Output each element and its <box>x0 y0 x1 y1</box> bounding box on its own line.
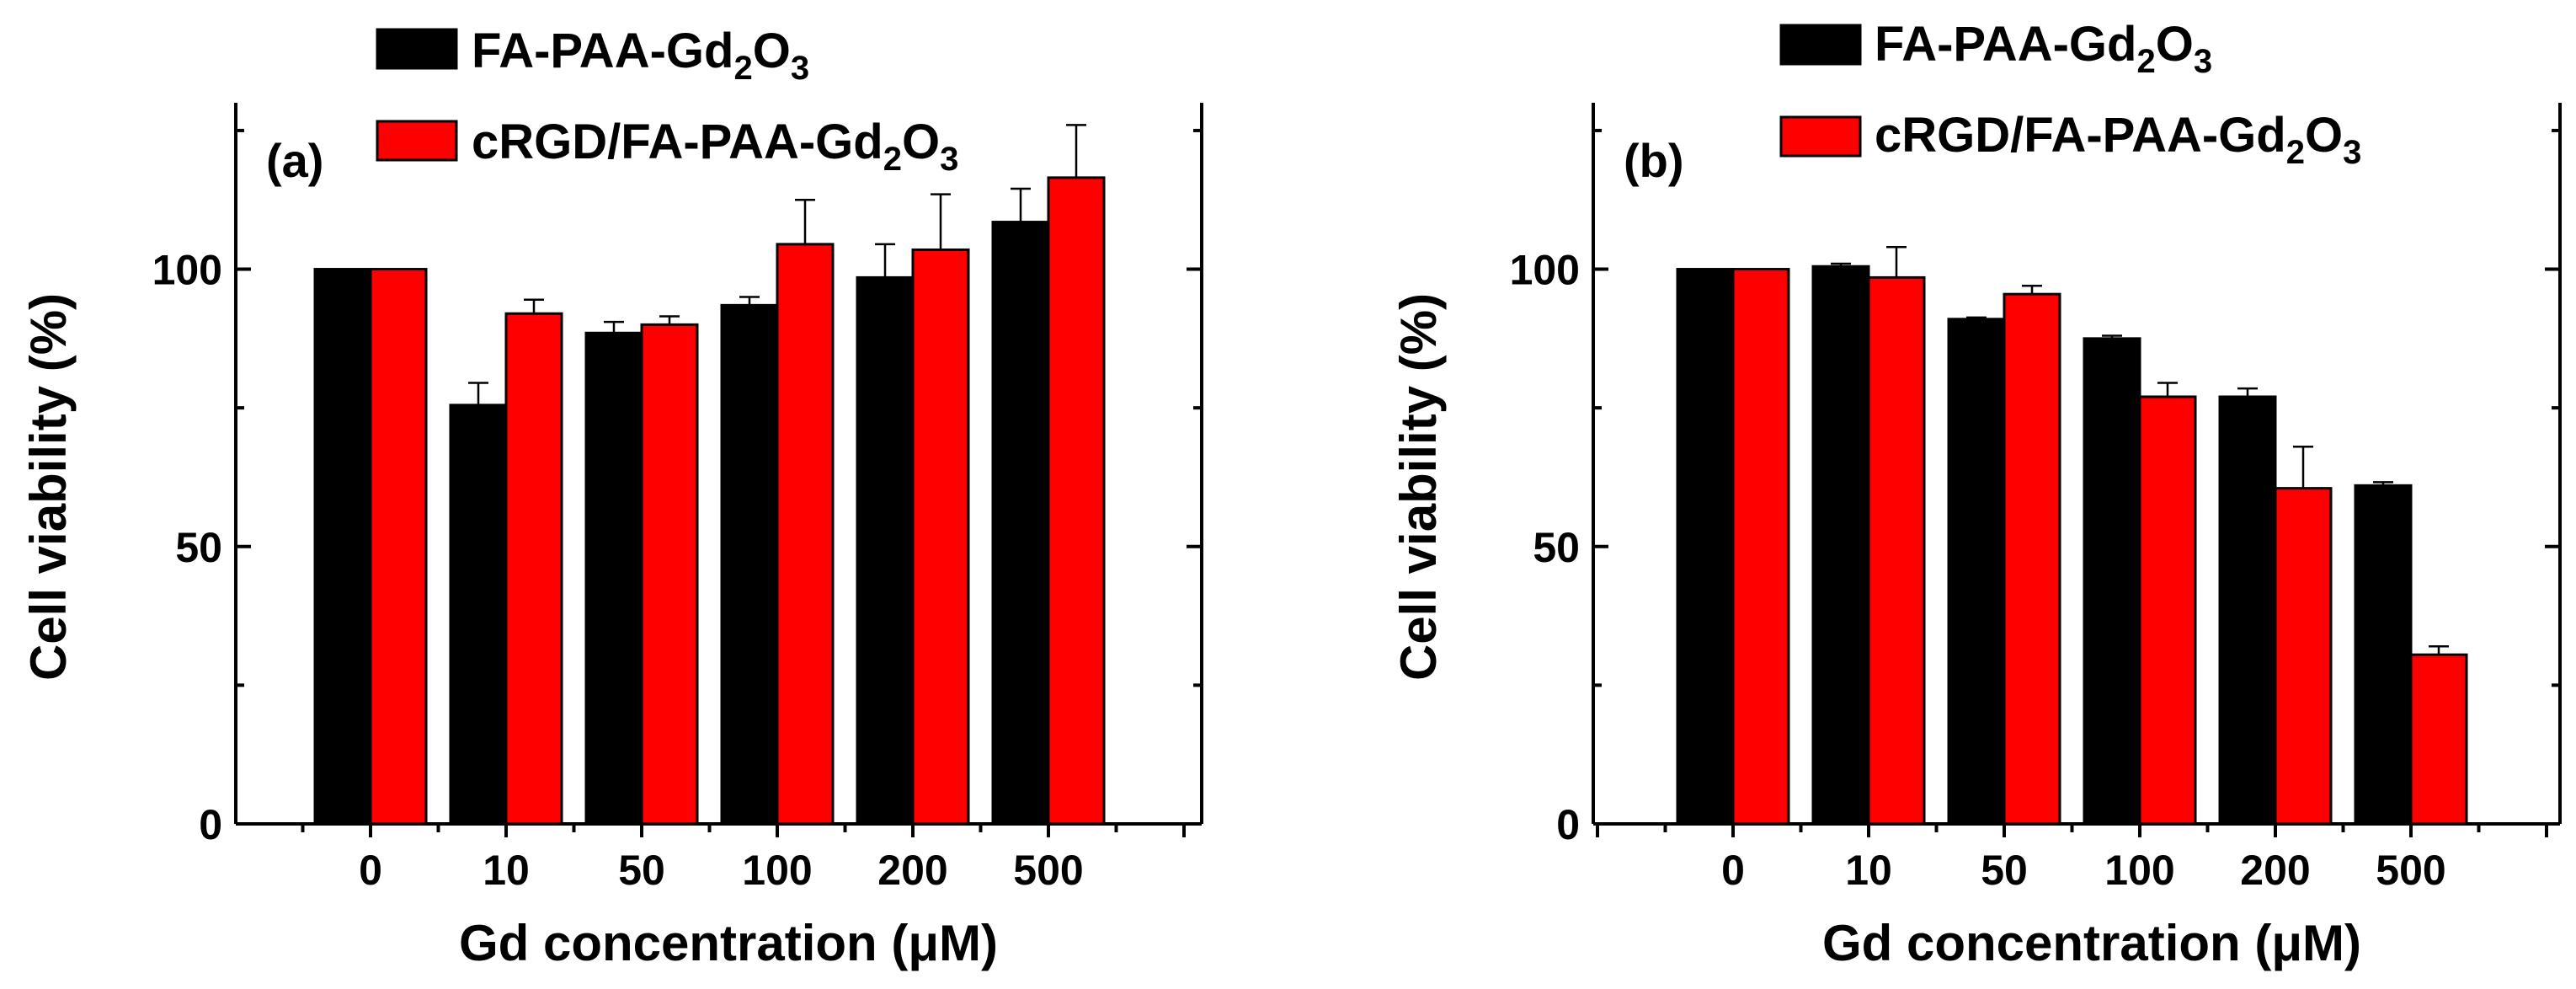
x-tick-label: 100 <box>742 847 812 894</box>
error-bar-fa-paa-gd2o3-10 <box>1831 262 1851 267</box>
legend-subscript: 3 <box>2343 134 2361 171</box>
legend-name-base: FA-PAA-Gd <box>1875 17 2136 72</box>
legend-oxygen: O <box>753 24 791 78</box>
legend-label-crgd-fa-paa-gd2o3: cRGD/FA-PAA-Gd2O3 <box>472 115 958 178</box>
bar-crgd-fa-paa-gd2o3-0 <box>369 268 428 826</box>
error-bar-fa-paa-gd2o3-50 <box>1966 316 1987 319</box>
x-axis-title-a: Gd concentration (μM) <box>459 915 998 971</box>
legend-subscript: 2 <box>883 141 902 178</box>
bar-crgd-fa-paa-gd2o3-500 <box>1047 176 1106 826</box>
panel-a: FA-PAA-Gd2O3 cRGD/FA-PAA-Gd2O3 (a) Cell … <box>20 24 1203 971</box>
legend-oxygen: O <box>2156 17 2194 72</box>
bar-crgd-fa-paa-gd2o3-100 <box>776 243 835 826</box>
y-tick-label: 100 <box>1510 247 1580 294</box>
legend-subscript: 3 <box>940 141 958 178</box>
legend-panel-b: FA-PAA-Gd2O3 cRGD/FA-PAA-Gd2O3 <box>1779 17 2361 171</box>
error-bar-crgd-fa-paa-gd2o3-500 <box>1066 124 1086 178</box>
bar-crgd-fa-paa-gd2o3-10 <box>1867 275 1926 826</box>
error-bar-crgd-fa-paa-gd2o3-100 <box>2157 382 2178 397</box>
legend-name-base: cRGD/FA-PAA-Gd <box>472 115 883 169</box>
legend-swatch-crgd-fa-paa-gd2o3 <box>376 120 458 162</box>
legend-label-fa-paa-gd2o3: FA-PAA-Gd2O3 <box>1875 17 2212 80</box>
legend-oxygen: O <box>902 115 940 169</box>
legend-panel-a: FA-PAA-Gd2O3 cRGD/FA-PAA-Gd2O3 <box>376 24 958 178</box>
bar-fa-paa-gd2o3-100 <box>720 303 779 826</box>
legend-subscript: 3 <box>2194 43 2212 80</box>
y-tick-label: 100 <box>152 247 222 294</box>
bar-crgd-fa-paa-gd2o3-50 <box>640 323 699 826</box>
bar-crgd-fa-paa-gd2o3-100 <box>2138 395 2197 826</box>
error-bar-fa-paa-gd2o3-100 <box>2102 334 2122 339</box>
legend-subscript: 2 <box>733 50 752 87</box>
error-bar-crgd-fa-paa-gd2o3-10 <box>1886 245 1907 278</box>
error-bar-fa-paa-gd2o3-200 <box>875 243 895 278</box>
x-axis-title-b: Gd concentration (μM) <box>1822 915 2361 971</box>
bar-fa-paa-gd2o3-10 <box>1811 265 1870 826</box>
x-tick-label: 0 <box>359 847 382 894</box>
error-bar-fa-paa-gd2o3-100 <box>739 296 760 306</box>
error-bar-crgd-fa-paa-gd2o3-100 <box>795 198 815 244</box>
legend-subscript: 2 <box>2136 43 2155 80</box>
x-tick-label: 200 <box>2240 847 2310 894</box>
legend-label-crgd-fa-paa-gd2o3: cRGD/FA-PAA-Gd2O3 <box>1875 108 2361 171</box>
legend-name-base: cRGD/FA-PAA-Gd <box>1875 108 2286 163</box>
x-tick-label: 500 <box>1013 847 1083 894</box>
bar-fa-paa-gd2o3-200 <box>2218 395 2277 826</box>
x-tick-label: 0 <box>1721 847 1745 894</box>
bar-fa-paa-gd2o3-0 <box>313 268 372 826</box>
bar-fa-paa-gd2o3-0 <box>1676 268 1735 826</box>
bar-crgd-fa-paa-gd2o3-10 <box>504 312 563 826</box>
bar-fa-paa-gd2o3-50 <box>584 331 643 826</box>
x-tick-label: 500 <box>2376 847 2445 894</box>
error-bar-fa-paa-gd2o3-500 <box>1011 187 1031 222</box>
legend-swatch-crgd-fa-paa-gd2o3 <box>1779 115 1862 158</box>
error-bar-fa-paa-gd2o3-200 <box>2237 387 2258 397</box>
legend-oxygen: O <box>2305 108 2343 163</box>
bar-crgd-fa-paa-gd2o3-0 <box>1731 268 1790 826</box>
x-tick-label: 50 <box>1981 847 2028 894</box>
legend-name-base: FA-PAA-Gd <box>472 24 733 78</box>
bar-crgd-fa-paa-gd2o3-50 <box>2003 292 2061 826</box>
y-tick-label: 0 <box>1556 801 1580 848</box>
bar-fa-paa-gd2o3-100 <box>2083 337 2141 826</box>
error-bar-crgd-fa-paa-gd2o3-50 <box>659 315 680 325</box>
error-bar-crgd-fa-paa-gd2o3-200 <box>2293 445 2313 489</box>
legend-label-fa-paa-gd2o3: FA-PAA-Gd2O3 <box>472 24 809 87</box>
bar-crgd-fa-paa-gd2o3-200 <box>2274 487 2333 826</box>
y-axis-title-b: Cell viability (%) <box>1390 293 1447 681</box>
error-bar-crgd-fa-paa-gd2o3-10 <box>524 298 544 314</box>
legend-swatch-fa-paa-gd2o3 <box>1779 24 1862 66</box>
error-bar-crgd-fa-paa-gd2o3-500 <box>2429 645 2449 655</box>
legend-subscript: 3 <box>791 50 809 87</box>
error-bar-crgd-fa-paa-gd2o3-50 <box>2022 285 2042 295</box>
y-tick-label: 50 <box>175 524 222 571</box>
bar-crgd-fa-paa-gd2o3-200 <box>911 248 970 826</box>
bar-fa-paa-gd2o3-200 <box>856 275 915 826</box>
y-tick-label: 50 <box>1533 524 1580 571</box>
error-bar-fa-paa-gd2o3-50 <box>604 320 624 334</box>
panel-b: FA-PAA-Gd2O3 cRGD/FA-PAA-Gd2O3 (b) Cell … <box>1390 17 2562 971</box>
bar-fa-paa-gd2o3-10 <box>449 404 508 826</box>
bar-fa-paa-gd2o3-50 <box>1947 318 2006 826</box>
x-tick-label: 50 <box>618 847 665 894</box>
bar-fa-paa-gd2o3-500 <box>991 221 1050 826</box>
panel-label-b: (b) <box>1624 134 1684 187</box>
panel-label-a: (a) <box>266 134 323 187</box>
x-tick-label: 10 <box>1845 847 1892 894</box>
error-bar-fa-paa-gd2o3-500 <box>2373 481 2393 486</box>
legend-subscript: 2 <box>2286 134 2305 171</box>
x-tick-label: 10 <box>483 847 530 894</box>
legend-swatch-fa-paa-gd2o3 <box>376 28 458 70</box>
y-axis-title-a: Cell viability (%) <box>20 293 77 681</box>
bar-fa-paa-gd2o3-500 <box>2354 484 2413 826</box>
error-bar-crgd-fa-paa-gd2o3-200 <box>931 193 951 250</box>
x-tick-label: 200 <box>877 847 947 894</box>
x-tick-label: 100 <box>2104 847 2174 894</box>
bar-crgd-fa-paa-gd2o3-500 <box>2409 653 2468 826</box>
y-tick-label: 0 <box>199 801 222 848</box>
error-bar-fa-paa-gd2o3-10 <box>468 382 488 405</box>
